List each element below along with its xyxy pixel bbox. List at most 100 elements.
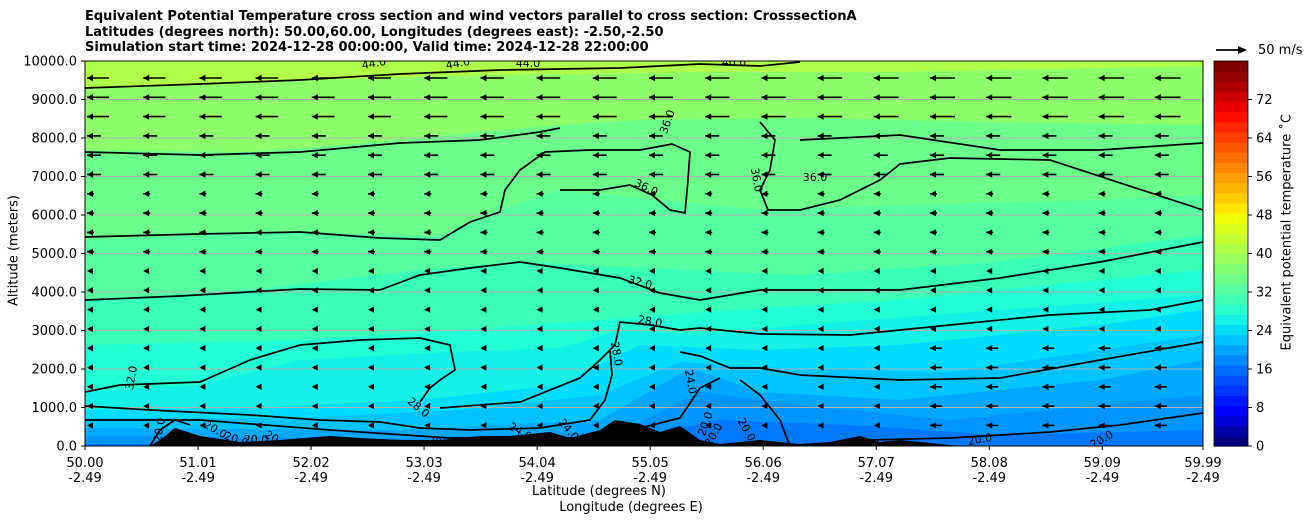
y-tick-label: 0.0 [56, 440, 77, 455]
wind-vector-head [424, 267, 431, 275]
wind-vector-head [424, 152, 431, 159]
quiver-key-label: 50 m/s [1258, 43, 1303, 58]
wind-vector-head [705, 267, 712, 275]
colorbar-segment [1214, 111, 1248, 123]
wind-vector [592, 94, 617, 101]
wind-vector-head [255, 229, 262, 236]
wind-vector [536, 364, 543, 371]
wind-vector-head [930, 248, 936, 255]
wind-vector [761, 229, 769, 236]
y-axis: 0.0 1000.0 2000.0 3000.0 4000.0 5000.0 6000.0 7… [23, 55, 85, 455]
colorbar-tick-label: 0 [1256, 440, 1264, 455]
wind-vector-head [1098, 325, 1105, 333]
wind-vector-head [87, 402, 93, 410]
wind-vector [930, 248, 937, 255]
wind-vector [199, 94, 222, 101]
wind-vector-head [592, 402, 599, 410]
wind-vector-head [87, 364, 93, 371]
wind-vector [930, 402, 942, 410]
wind-vectors [87, 74, 1181, 429]
wind-vector [705, 229, 713, 236]
wind-vector [536, 113, 561, 120]
wind-vector-head [143, 132, 150, 140]
wind-vector [480, 248, 488, 255]
wind-vector-head [1042, 132, 1049, 140]
wind-vector [199, 74, 222, 82]
wind-vector [536, 402, 543, 410]
wind-vector-head [536, 383, 543, 390]
colorbar-segment [1214, 172, 1248, 184]
wind-vector-head [536, 113, 543, 120]
x-tick-label-lon: -2.49 [972, 471, 1006, 486]
wind-vector-head [480, 402, 487, 410]
wind-vector-head [311, 402, 318, 410]
contour-label: 20.0 [151, 417, 168, 443]
wind-vector [311, 209, 319, 217]
wind-vector-head [536, 74, 543, 82]
colorbar-tick-label: 40 [1256, 247, 1273, 262]
wind-vector-head [199, 306, 206, 313]
wind-vector-head [87, 229, 93, 236]
wind-vector [255, 402, 262, 410]
wind-vector-head [536, 209, 543, 217]
wind-vector-head [930, 152, 936, 159]
wind-vector [986, 74, 1012, 82]
wind-vector [87, 209, 94, 217]
wind-vector [311, 113, 335, 120]
wind-vector [873, 74, 899, 82]
wind-vector-head [199, 74, 206, 82]
wind-vector [1154, 209, 1162, 217]
wind-vector-head [649, 364, 655, 371]
wind-vector-head [199, 229, 206, 236]
wind-vector [255, 74, 279, 82]
contour-line-4 [759, 121, 1203, 211]
wind-vector [87, 364, 93, 371]
wind-vector [761, 364, 768, 371]
wind-vector [1042, 171, 1057, 178]
wind-vector-head [424, 74, 431, 82]
wind-vector [1042, 113, 1068, 120]
wind-vector-head [873, 132, 880, 140]
wind-vector [311, 422, 318, 429]
x-tick-label-lon: -2.49 [633, 471, 667, 486]
y-tick-label: 10000.0 [23, 55, 77, 70]
wind-vector-head [87, 287, 93, 294]
wind-vector [536, 325, 543, 333]
wind-vector [1154, 94, 1181, 101]
x-tick-label-lon: -2.49 [520, 471, 554, 486]
wind-vector [761, 132, 776, 140]
wind-vector-head [592, 190, 599, 197]
colorbar-tick-label: 64 [1256, 132, 1273, 147]
wind-vector-head [592, 383, 599, 390]
wind-vector-head [199, 325, 206, 333]
wind-vector [143, 132, 158, 140]
wind-vector [536, 422, 543, 429]
wind-vector-head [1098, 383, 1105, 390]
wind-vector [649, 229, 656, 236]
wind-vector-head [87, 306, 93, 313]
wind-vector-head [1098, 306, 1105, 313]
wind-vector [649, 171, 663, 178]
wind-vector [761, 94, 786, 101]
wind-vector [592, 287, 599, 294]
wind-vector [761, 345, 768, 352]
wind-vector [424, 190, 432, 197]
wind-vector [649, 364, 655, 371]
wind-vector [873, 190, 881, 197]
wind-vector [1042, 325, 1049, 333]
wind-vector [424, 325, 431, 333]
wind-vector-head [424, 325, 431, 333]
wind-vector [649, 345, 655, 352]
wind-vector [1098, 287, 1105, 294]
wind-vector-head [143, 209, 150, 217]
wind-vector [143, 171, 158, 178]
wind-vector [873, 248, 881, 255]
wind-vector [761, 267, 768, 275]
wind-vector-head [873, 325, 880, 333]
wind-vector-head [761, 190, 768, 197]
wind-vector [761, 383, 768, 390]
wind-vector-head [705, 248, 712, 255]
wind-vector [255, 248, 263, 255]
wind-vector-head [1154, 402, 1161, 410]
wind-vector-head [1042, 422, 1049, 429]
